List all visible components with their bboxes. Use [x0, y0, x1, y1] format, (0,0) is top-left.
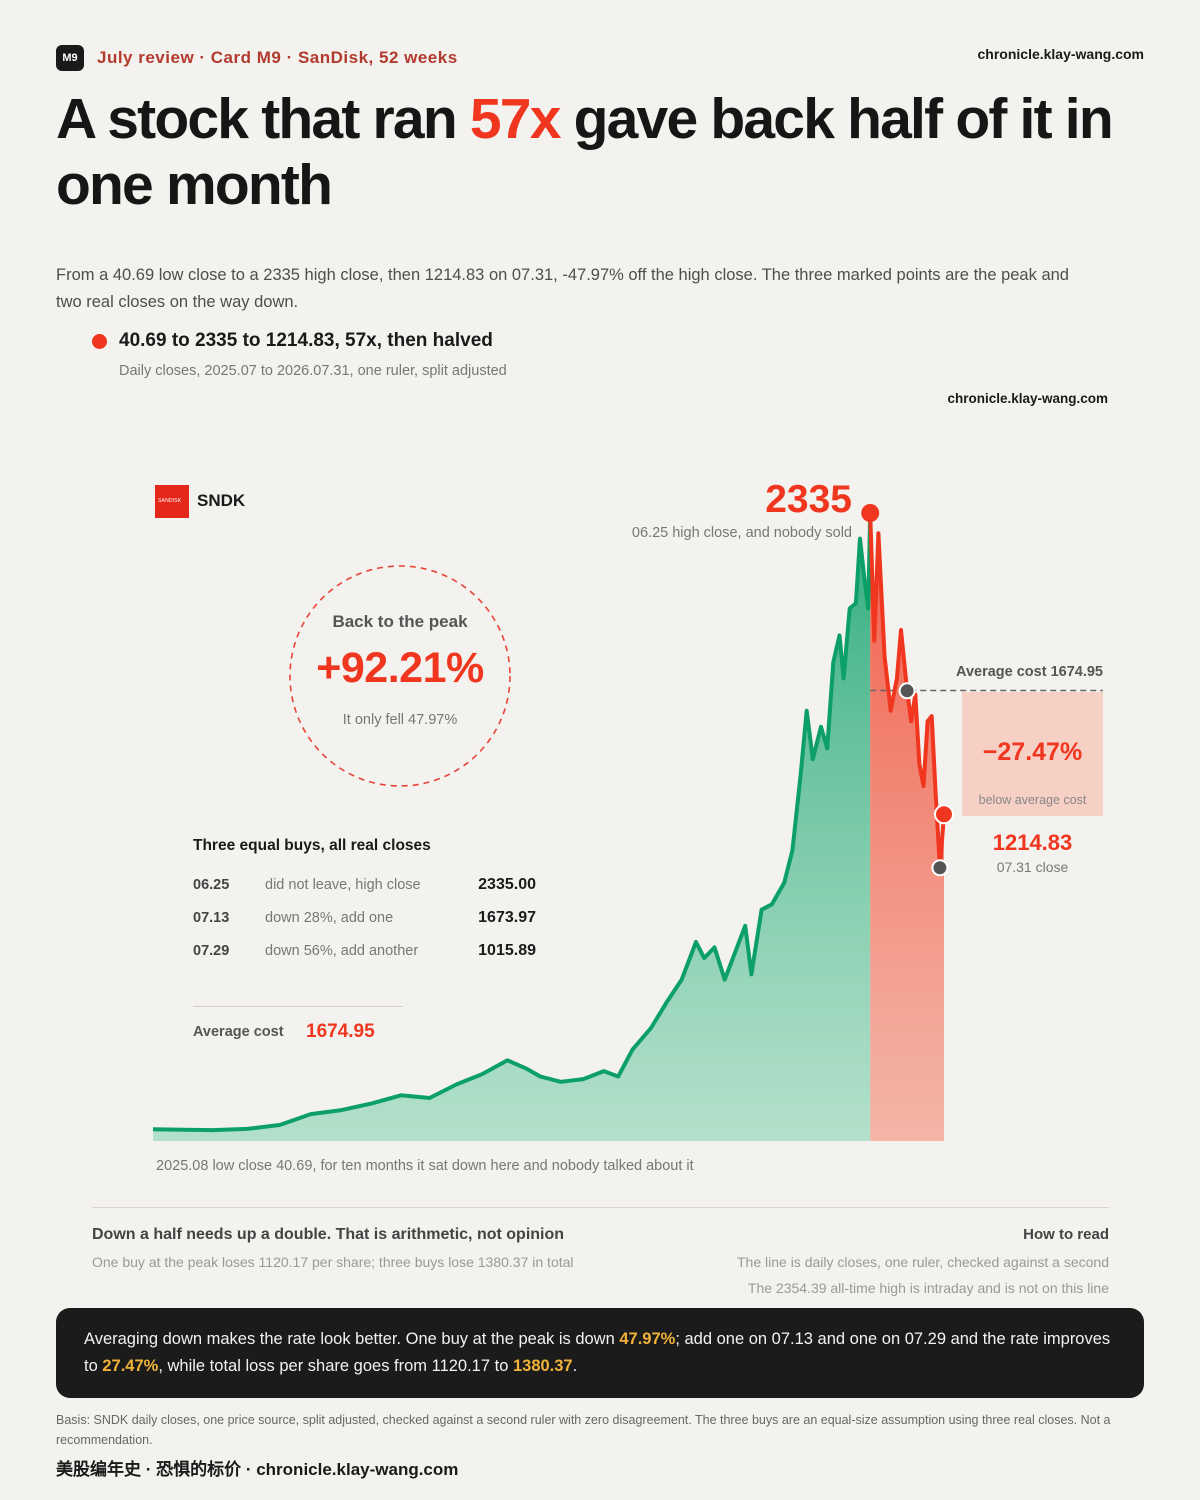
recovery-sub: It only fell 47.97% [342, 712, 458, 728]
recovery-circle [289, 565, 511, 787]
fall-area [870, 513, 944, 1141]
drawdown-sub: below average cost [978, 793, 1087, 807]
fall-line [868, 512, 946, 870]
conclusion-text: Averaging down makes the rate look bette… [84, 1330, 1111, 1375]
footer-right-sub-2: The 2354.39 all-time high is intraday an… [747, 1280, 1109, 1296]
average-cost-value: 1674.95 [306, 1021, 375, 1042]
recovery-value: +92.21% [316, 644, 484, 692]
buy-row-1-desc: did not leave, high close [265, 877, 421, 893]
footer-left-sub: One buy at the peak loses 1120.17 per sh… [92, 1254, 574, 1270]
lede: From a 40.69 low close to a 2335 high cl… [56, 266, 1069, 311]
buy-row-2-date: 07.13 [193, 910, 230, 926]
drawdown-box [962, 692, 1103, 816]
last-close-note: 07.31 close [996, 859, 1069, 875]
conclusion-box: Averaging down makes the rate look bette… [56, 1308, 1144, 1398]
legend-title: 40.69 to 2335 to 1214.83, 57x, then halv… [119, 330, 493, 351]
footer-right-sub-1: The line is daily closes, one ruler, che… [737, 1254, 1109, 1270]
legend-dot [92, 334, 107, 349]
headline-post: gave back half of it in one month [56, 87, 1114, 217]
ticker-symbol: SNDK [197, 491, 246, 510]
footer-right-title: How to read [1023, 1226, 1109, 1243]
recovery-label: Back to the peak [332, 612, 468, 631]
sandisk-logo: SANDISK [155, 485, 189, 518]
average-cost-label: Average cost [193, 1024, 284, 1040]
baseline-note: 2025.08 low close 40.69, for ten months … [156, 1158, 694, 1174]
peak-value: 2335 [765, 478, 852, 521]
buy-row-3-date: 07.29 [193, 943, 230, 959]
kicker: July review · Card M9 · SanDisk, 52 week… [97, 48, 458, 67]
buy-row-2-price: 1673.97 [478, 909, 536, 926]
buys-divider [193, 1006, 403, 1007]
buys-title: Three equal buys, all real closes [193, 837, 431, 854]
buy-row-1-date: 06.25 [193, 877, 230, 893]
rise-area [153, 513, 871, 1141]
last-close-value: 1214.83 [992, 830, 1073, 855]
buy-row-3-desc: down 56%, add another [265, 943, 419, 959]
marker-buy-3 [931, 859, 949, 877]
marker-last-close [934, 804, 954, 825]
basis-note: Basis: SNDK daily closes, one price sour… [56, 1413, 1111, 1447]
marker-buy-2 [898, 682, 916, 700]
buy-row-2-desc: down 28%, add one [265, 910, 394, 926]
average-cost-line-label: Average cost 1674.95 [956, 664, 1103, 680]
headline-highlight: 57x [469, 87, 561, 151]
footer-divider [92, 1207, 1109, 1208]
headline: A stock that ran 57x gave back half of i… [56, 86, 1156, 218]
buy-row-1-price: 2335.00 [478, 876, 536, 893]
brand-footer[interactable]: 美股编年史 · 恐惧的标价 · chronicle.klay-wang.com [56, 1460, 459, 1479]
footer-left-title: Down a half needs up a double. That is a… [92, 1226, 565, 1243]
markers [861, 504, 954, 877]
drawdown-value: −27.47% [982, 738, 1083, 766]
site-link-top[interactable]: chronicle.klay-wang.com [977, 46, 1145, 62]
card-badge: M9 [56, 45, 84, 71]
buy-row-3-price: 1015.89 [478, 942, 536, 959]
rise-line [152, 512, 873, 1133]
peak-note: 06.25 high close, and nobody sold [631, 525, 852, 541]
site-link-mid[interactable]: chronicle.klay-wang.com [947, 391, 1108, 406]
marker-peak [861, 504, 880, 522]
legend-subtitle: Daily closes, 2025.07 to 2026.07.31, one… [119, 363, 507, 379]
headline-pre: A stock that ran [56, 87, 470, 151]
